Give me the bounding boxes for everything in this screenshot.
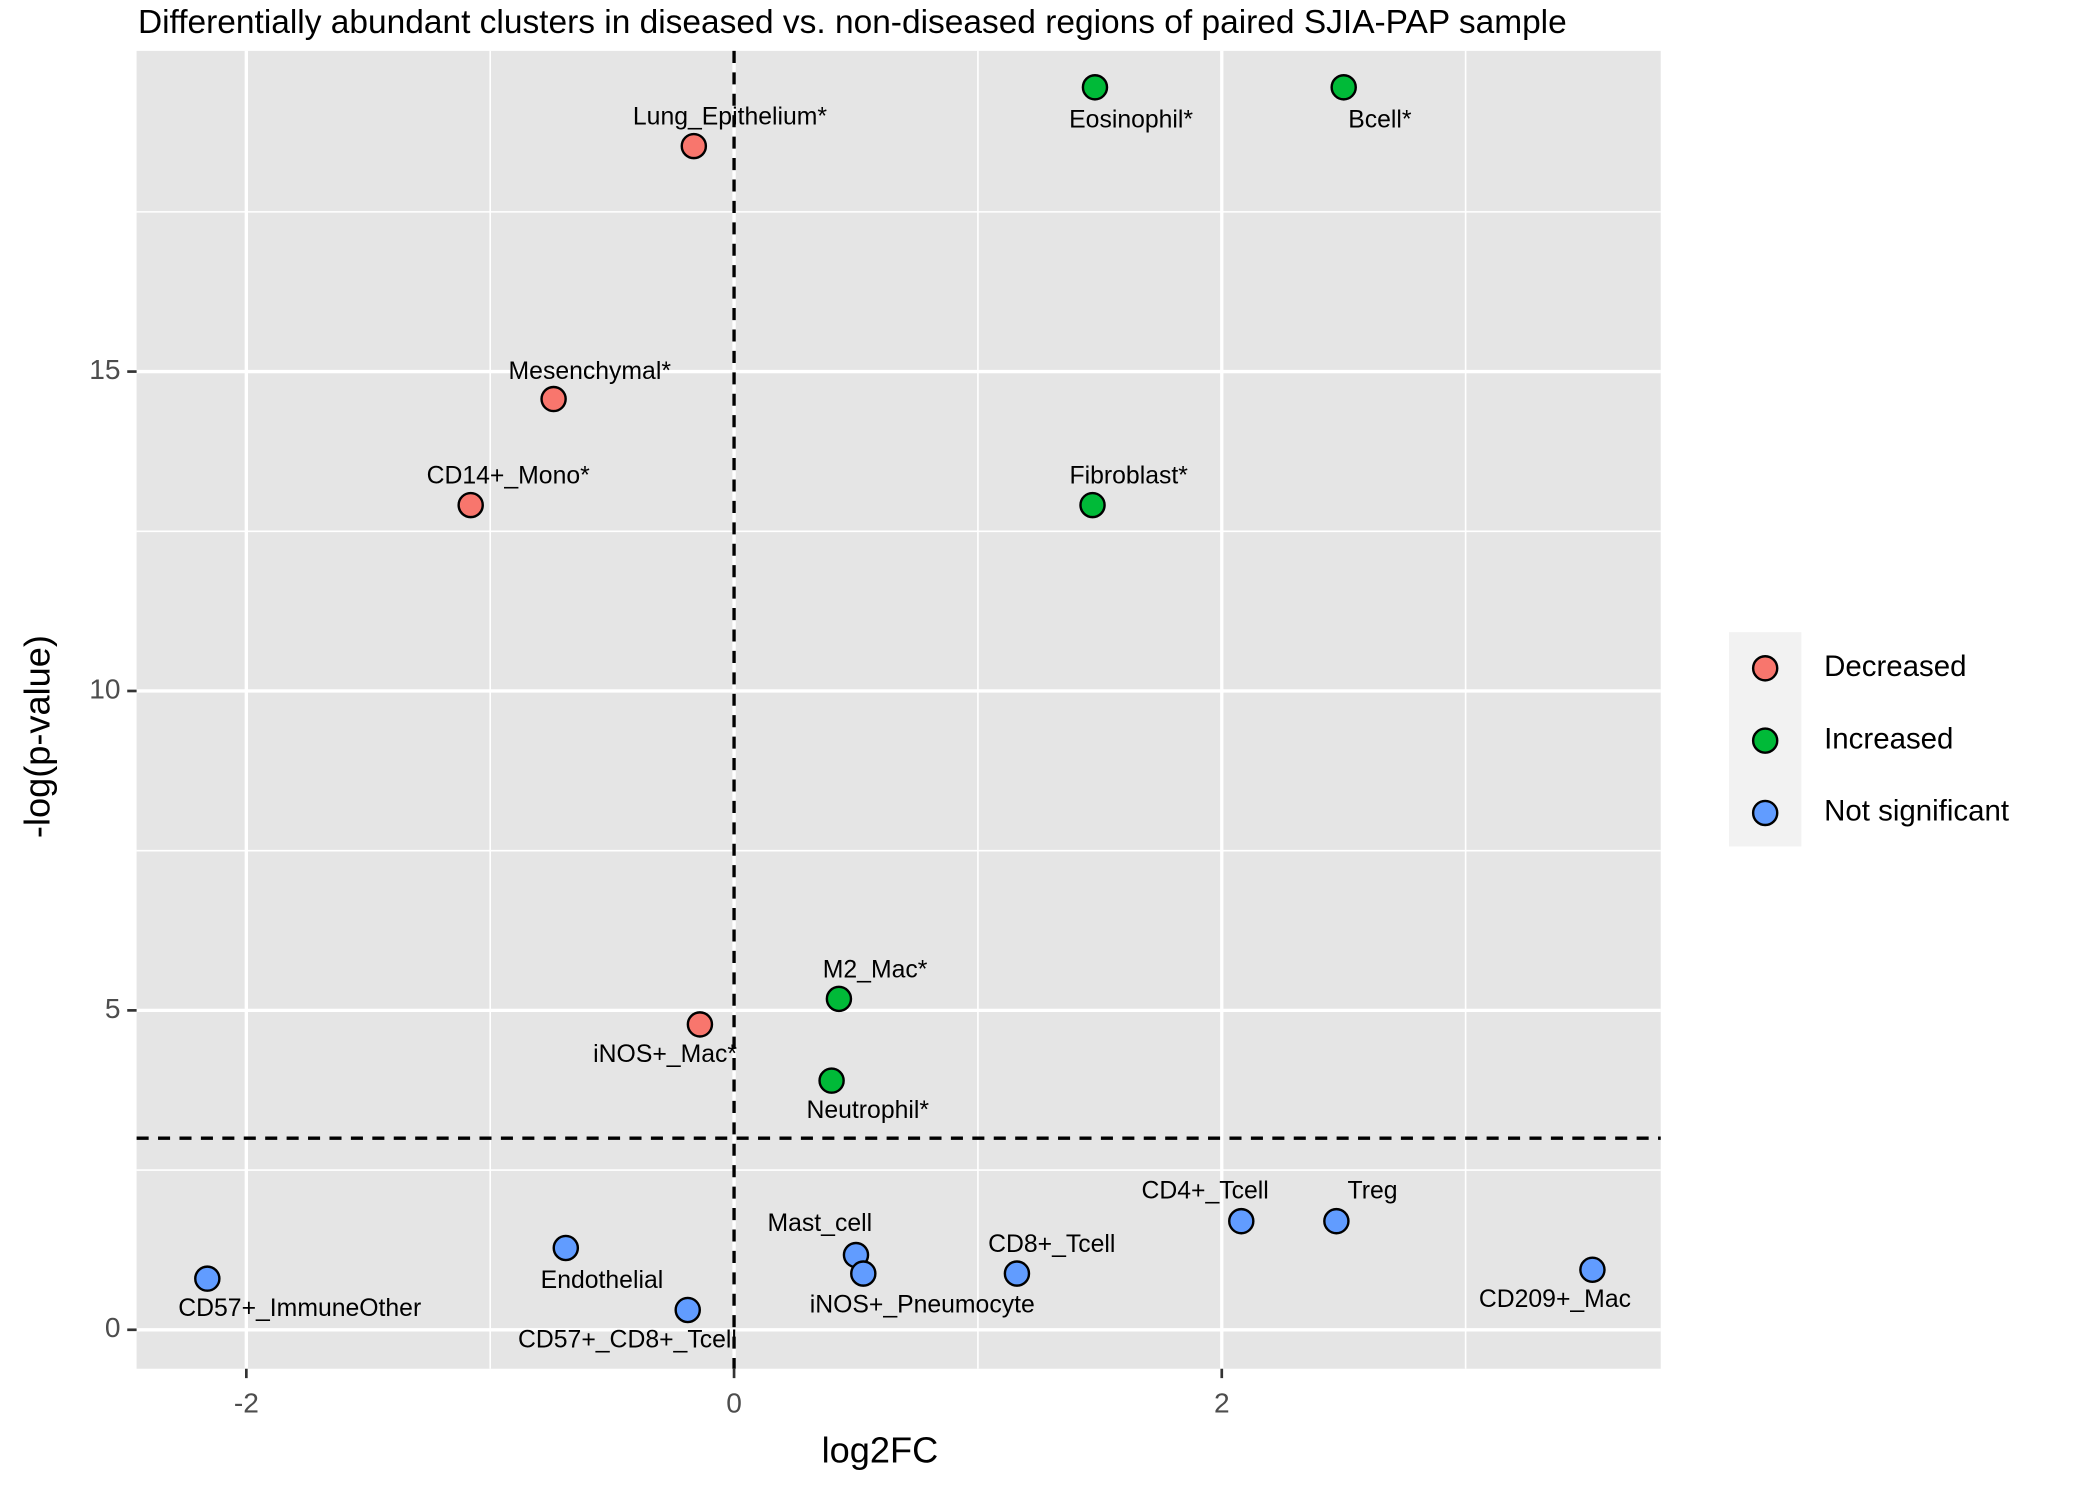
point-label: CD57+_CD8+_Tcell xyxy=(518,1326,737,1353)
legend-label: Not significant xyxy=(1824,795,2009,828)
point-label: CD8+_Tcell xyxy=(988,1231,1115,1258)
point-label: Mesenchymal* xyxy=(509,358,672,385)
point-label: CD14+_Mono* xyxy=(427,463,591,490)
x-tick-label: -2 xyxy=(234,1387,259,1418)
point xyxy=(194,1265,221,1292)
point-label: CD209+_Mac xyxy=(1479,1286,1631,1313)
point xyxy=(552,1234,580,1262)
point-label: Mast_cell xyxy=(768,1210,873,1237)
point-label: Fibroblast* xyxy=(1070,463,1189,490)
point-label: CD57+_ImmuneOther xyxy=(178,1295,421,1322)
point xyxy=(825,985,853,1013)
y-tick-label: 0 xyxy=(105,1312,121,1343)
chart-title: Differentially abundant clusters in dise… xyxy=(138,4,1567,41)
x-axis-title: log2FC xyxy=(822,1430,939,1471)
point xyxy=(540,385,567,413)
point-label: Neutrophil* xyxy=(806,1097,929,1124)
point xyxy=(1081,74,1109,101)
plot-panel xyxy=(136,50,1661,1369)
point xyxy=(818,1067,845,1094)
point xyxy=(674,1296,701,1324)
point-label: Lung_Epithelium* xyxy=(633,103,827,130)
y-tick-label: 15 xyxy=(89,354,120,385)
point xyxy=(850,1260,877,1287)
point-label: CD4+_Tcell xyxy=(1141,1177,1268,1204)
point-label: Bcell* xyxy=(1348,106,1412,133)
point xyxy=(1228,1207,1255,1235)
legend-marker xyxy=(1751,799,1779,827)
point xyxy=(1003,1260,1031,1287)
y-axis-title: -log(p-value) xyxy=(17,635,58,838)
point xyxy=(680,132,708,160)
x-tick-label: 2 xyxy=(1214,1387,1230,1418)
point xyxy=(686,1011,714,1038)
legend-label: Increased xyxy=(1824,722,1953,755)
point-label: iNOS+_Mac* xyxy=(593,1041,737,1068)
y-tick-label: 10 xyxy=(89,673,120,704)
point xyxy=(1079,491,1106,519)
y-tick-label: 5 xyxy=(105,993,121,1024)
point-label: M2_Mac* xyxy=(823,956,928,983)
legend-marker xyxy=(1751,727,1779,754)
x-tick-label: 0 xyxy=(726,1387,742,1418)
point xyxy=(1330,74,1357,101)
point xyxy=(457,491,484,519)
legend-marker xyxy=(1751,655,1779,682)
legend-label: Decreased xyxy=(1824,650,1966,683)
point xyxy=(1323,1207,1350,1235)
point-label: Treg xyxy=(1348,1177,1398,1204)
point xyxy=(1579,1256,1606,1283)
point-label: Endothelial xyxy=(541,1267,664,1294)
point-label: iNOS+_Pneumocyte xyxy=(810,1291,1035,1318)
point-label: Eosinophil* xyxy=(1069,106,1193,133)
